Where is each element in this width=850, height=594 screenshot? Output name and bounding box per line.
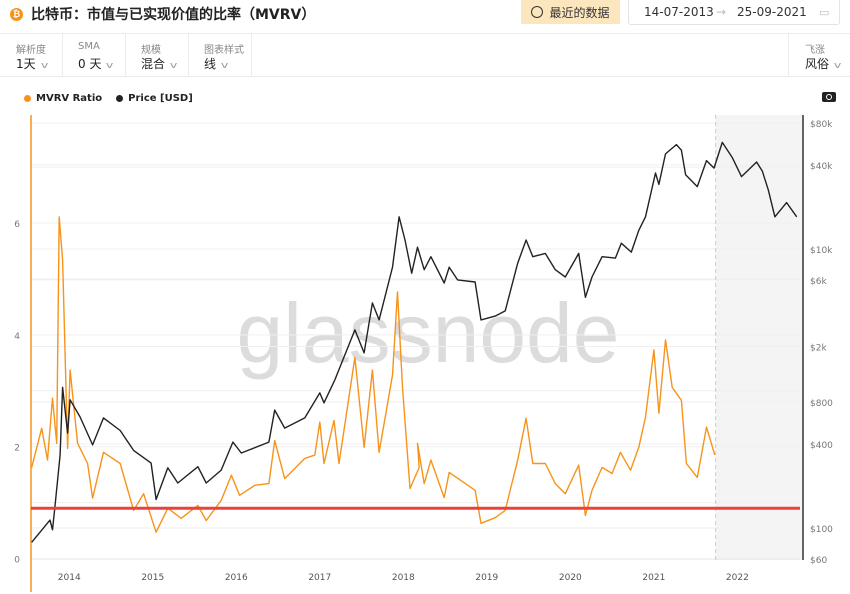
date-from[interactable]: 14-07-2013 bbox=[644, 5, 714, 19]
date-to[interactable]: 25-09-2021 bbox=[737, 5, 807, 19]
scale-select[interactable]: 规模 混合 v bbox=[125, 34, 189, 76]
control-label: SMA bbox=[78, 41, 100, 52]
divider bbox=[0, 33, 850, 34]
recent-data-button[interactable]: 最近的数据 bbox=[521, 0, 620, 24]
legend-price[interactable]: Price [USD] bbox=[116, 93, 193, 104]
control-value: 风俗 bbox=[805, 57, 830, 71]
y-right-tick: $400 bbox=[810, 441, 833, 451]
chevron-down-icon: v bbox=[106, 61, 114, 71]
control-label: 规模 bbox=[141, 45, 161, 56]
control-value: 线 bbox=[204, 57, 217, 71]
x-tick: 2021 bbox=[642, 573, 665, 583]
chevron-down-icon: v bbox=[169, 61, 178, 71]
watermark: glassnode bbox=[237, 286, 620, 380]
y-right-tick: $100 bbox=[810, 525, 833, 535]
chart-legend: MVRV Ratio Price [USD] bbox=[24, 93, 193, 104]
forecast-region bbox=[715, 115, 803, 560]
x-tick: 2019 bbox=[475, 573, 498, 583]
x-tick: 2015 bbox=[141, 573, 164, 583]
chevron-down-icon: v bbox=[833, 61, 842, 71]
calendar-icon[interactable]: ▭ bbox=[819, 5, 830, 19]
control-value: 1天 bbox=[16, 57, 36, 71]
control-value: 混合 bbox=[141, 57, 166, 71]
x-tick: 2014 bbox=[58, 573, 81, 583]
chevron-down-icon: v bbox=[220, 61, 229, 71]
control-value: 0 天 bbox=[78, 57, 102, 71]
y-right-tick: $10k bbox=[810, 246, 833, 256]
y-right-tick: $6k bbox=[810, 277, 827, 287]
recent-data-label: 最近的数据 bbox=[549, 5, 610, 20]
y-left-tick: 0 bbox=[14, 556, 20, 566]
camera-icon[interactable] bbox=[822, 92, 836, 102]
y-right-tick: $60 bbox=[810, 556, 827, 566]
y-left-tick: 4 bbox=[14, 332, 20, 342]
y-left-tick: 6 bbox=[14, 220, 20, 230]
sma-select[interactable]: SMA 0 天 v bbox=[62, 34, 126, 76]
x-tick: 2022 bbox=[726, 573, 749, 583]
y-right-tick: $800 bbox=[810, 399, 833, 409]
chevron-down-icon: v bbox=[40, 61, 49, 71]
title-text: 比特币：市值与已实现价值的比率（MVRV） bbox=[31, 7, 316, 23]
price-line bbox=[31, 141, 798, 543]
x-tick: 2016 bbox=[225, 573, 248, 583]
divider bbox=[0, 76, 850, 77]
control-label: 解析度 bbox=[16, 45, 46, 56]
x-tick: 2017 bbox=[308, 573, 331, 583]
y-right-tick: $80k bbox=[810, 120, 833, 130]
legend-mvrv[interactable]: MVRV Ratio bbox=[24, 93, 102, 104]
mvrv-line bbox=[31, 216, 716, 533]
x-tick: 2018 bbox=[392, 573, 415, 583]
y-right-tick: $2k bbox=[810, 343, 827, 353]
resolution-select[interactable]: 解析度 1天 v bbox=[0, 34, 63, 76]
price-scale-select[interactable]: 飞涨 风俗 v bbox=[788, 34, 850, 76]
page-title: ₿ 比特币：市值与已实现价值的比率（MVRV） bbox=[10, 4, 315, 24]
x-tick: 2020 bbox=[559, 573, 582, 583]
control-label: 飞涨 bbox=[805, 45, 825, 56]
y-left-tick: 2 bbox=[14, 444, 20, 454]
date-range-picker[interactable]: 14-07-2013 → 25-09-2021 ▭ bbox=[628, 0, 840, 25]
bitcoin-icon: ₿ bbox=[10, 7, 23, 21]
control-label: 图表样式 bbox=[204, 45, 244, 56]
y-right-tick: $40k bbox=[810, 162, 833, 172]
arrow-icon: → bbox=[716, 5, 727, 19]
clock-icon bbox=[531, 6, 544, 18]
